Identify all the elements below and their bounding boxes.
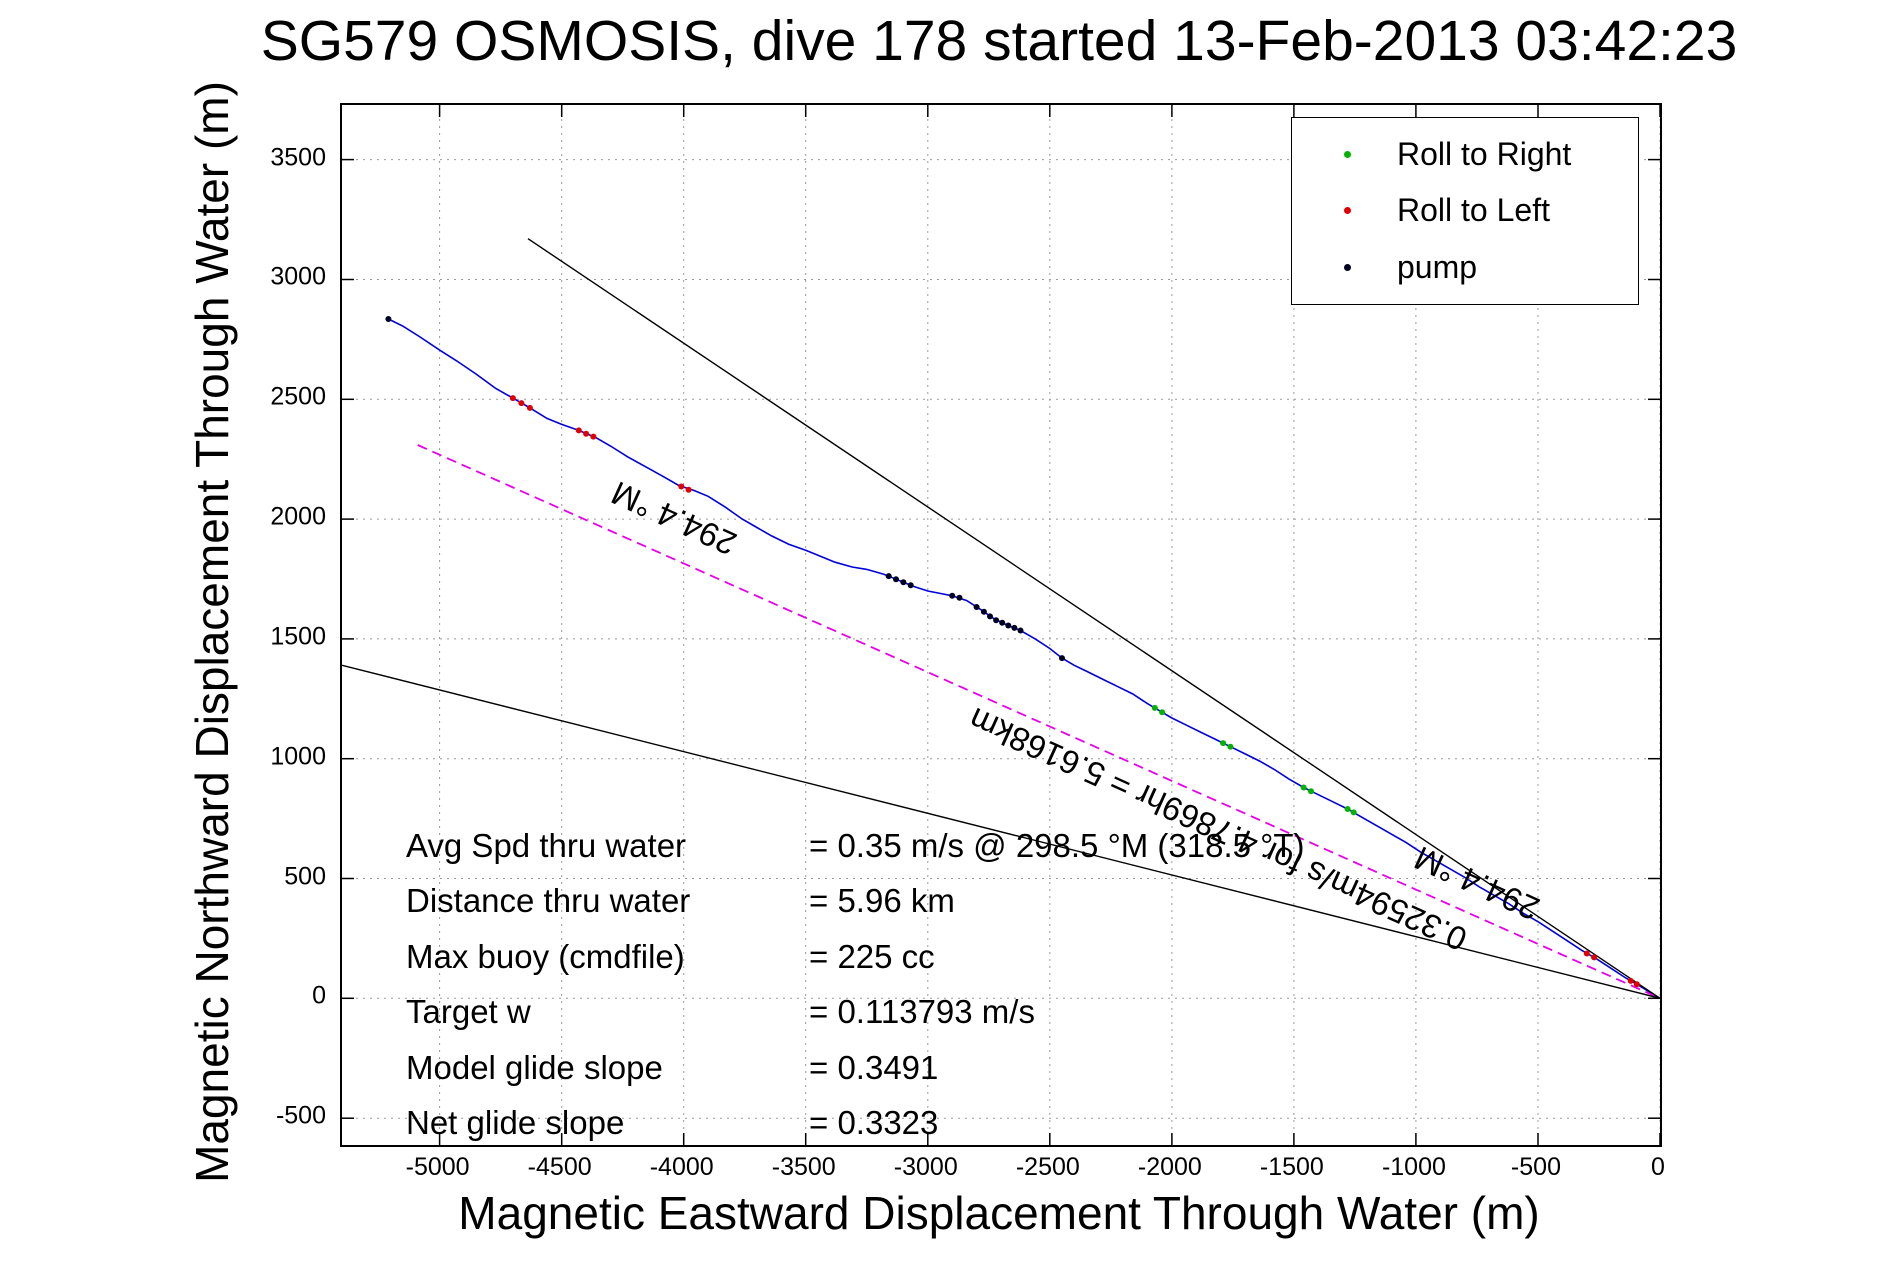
roll-to-left-marker [575,427,582,434]
chart-title: SG579 OSMOSIS, dive 178 started 13-Feb-2… [260,9,1738,73]
y-axis-label: Magnetic Northward Displacement Through … [186,81,238,1183]
y-tick-label: 500 [284,862,326,891]
stat-value: = 5.96 km [809,882,955,919]
legend-label-roll-to-left: Roll to Left [1397,192,1550,229]
pump-marker [973,604,980,610]
stat-value: = 0.35 m/s @ 298.5 °M (318.5 °T) [809,827,1305,864]
stat-label: Distance thru water [406,882,691,919]
bearing-upper-bound-line [527,238,1660,999]
roll-to-left-marker [1627,977,1634,984]
x-tick-label: -2000 [1137,1153,1202,1181]
pump-marker [993,617,1000,624]
roll-to-left-marker [583,430,590,437]
stat-value: = 0.113793 m/s [809,993,1035,1030]
pump-marker [893,576,899,583]
desired-track-line [417,444,1660,1000]
pump-marker [1005,622,1012,629]
stat-label: Avg Spd thru water [406,827,687,864]
x-tick-label: 0 [1651,1153,1665,1181]
legend-label-roll-to-right: Roll to Right [1397,135,1572,172]
pump-marker [949,592,956,599]
y-tick-label: 1500 [270,622,326,651]
roll-to-left-marker [1633,981,1640,988]
x-tick-label: -3000 [893,1153,958,1181]
y-tick-label: 3500 [270,143,326,172]
roll-to-right-marker [1159,709,1166,716]
x-tick-label: -3500 [771,1153,836,1181]
roll-to-left-marker [509,395,516,402]
roll-to-right-marker [1344,806,1351,812]
y-tick-label: 0 [312,981,326,1010]
roll-to-left-marker [678,483,685,490]
legend-item-roll-to-right: Roll to Right [1292,129,1638,179]
plot-canvas [342,105,1660,1145]
x-tick-label: -1000 [1381,1153,1446,1181]
pump-marker [885,573,892,580]
stat-value: = 225 cc [809,938,935,975]
y-tick-label: 2000 [270,502,326,531]
roll-to-left-marker [518,400,525,407]
pump-marker [385,316,392,322]
x-tick-label: -1500 [1259,1153,1324,1181]
roll-to-left-marker [1591,954,1598,961]
roll-to-right-marker [1350,809,1357,816]
roll-to-left-marker [685,486,692,493]
stat-label: Target w [406,993,531,1030]
x-tick-label: -2500 [1015,1153,1080,1181]
legend: Roll to Right Roll to Left pump [1291,117,1639,305]
pump-marker [956,594,963,601]
stat-value: = 0.3491 [809,1049,939,1086]
pump-marker [1017,627,1024,634]
stat-label: Model glide slope [406,1049,663,1086]
x-tick-label: -4500 [527,1153,592,1181]
pump-marker [1011,624,1018,631]
roll-to-right-marker [1151,704,1158,711]
pump-marker [1059,655,1065,662]
roll-right-dot-icon [1344,150,1351,158]
y-tick-label: 3000 [270,262,326,291]
roll-to-left-marker [526,404,533,411]
track-through-water-line [388,318,1660,999]
legend-label-pump: pump [1397,249,1478,286]
pump-dot-icon [1344,264,1351,272]
pump-marker [900,579,907,586]
stat-label: Max buoy (cmdfile) [406,938,685,975]
y-tick-label: 2500 [270,382,326,411]
x-tick-label: -500 [1510,1153,1561,1181]
legend-item-roll-to-left: Roll to Left [1292,186,1638,236]
pump-marker [980,608,987,615]
legend-item-pump: pump [1292,243,1638,293]
x-tick-label: -5000 [405,1153,470,1181]
x-axis-label: Magnetic Eastward Displacement Through W… [458,1187,1540,1239]
plot-area: Roll to Right Roll to Left pump 294.4 °M… [340,103,1662,1147]
pump-marker [999,619,1006,626]
y-tick-label: 1000 [270,742,326,771]
roll-left-dot-icon [1344,207,1351,215]
roll-to-right-marker [1308,788,1314,795]
pump-marker [987,613,993,620]
roll-to-right-marker [1227,743,1234,750]
y-tick-label: -500 [275,1101,326,1130]
roll-to-left-marker [590,433,597,440]
roll-to-right-marker [1300,784,1307,791]
stat-value: = 0.3323 [809,1104,939,1141]
x-tick-label: -4000 [649,1153,714,1181]
pump-marker [907,582,914,589]
bearing-lower-bound-line [342,664,1660,999]
roll-to-left-marker [1583,950,1590,957]
stat-label: Net glide slope [406,1104,625,1141]
roll-to-right-marker [1220,740,1227,747]
